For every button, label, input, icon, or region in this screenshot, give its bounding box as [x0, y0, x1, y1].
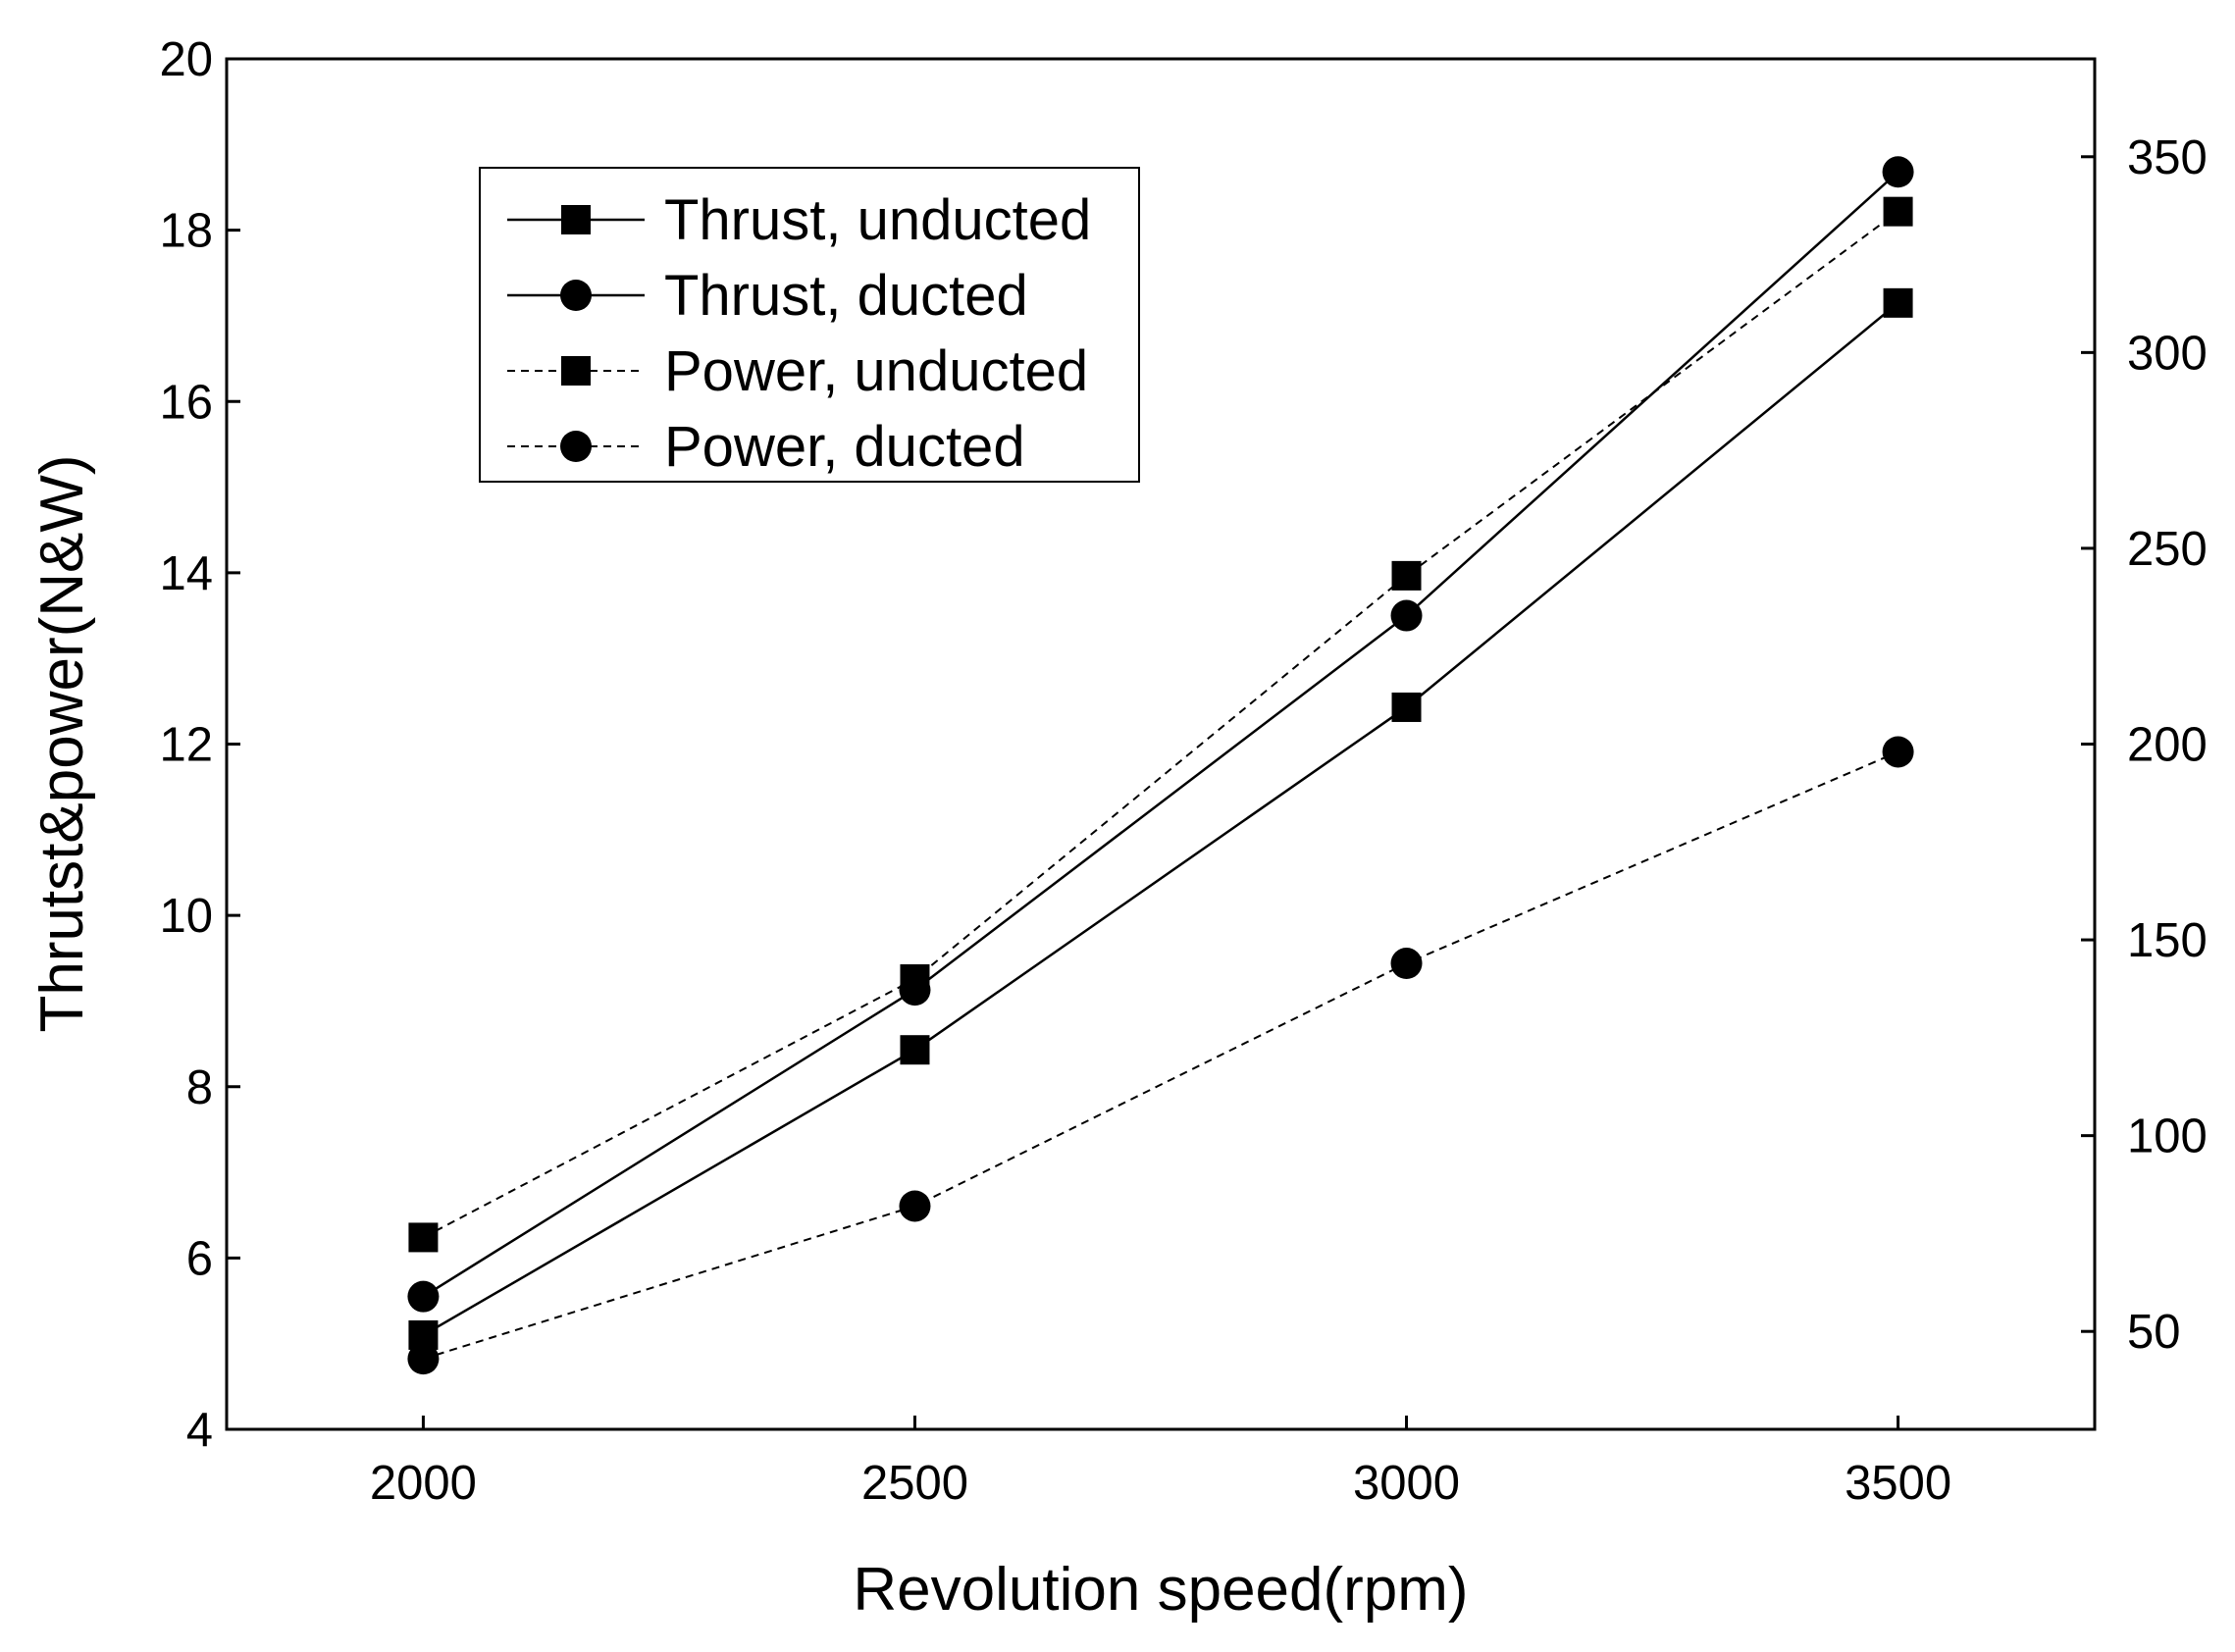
- series-line: [422, 210, 1899, 1239]
- data-point-circle: [1390, 599, 1423, 632]
- legend-marker-square: [561, 356, 591, 386]
- right-axis-tick-label: 300: [2127, 327, 2208, 380]
- left-axis-tick-label: 16: [159, 376, 213, 429]
- legend-marker-circle: [560, 280, 592, 311]
- series-line: [423, 750, 1898, 1361]
- legend-marker-circle: [560, 431, 592, 462]
- legend-label: Thrust, ducted: [664, 264, 1028, 328]
- data-point-circle: [1390, 948, 1423, 980]
- data-point-square: [1883, 287, 1913, 318]
- legend-label: Power, unducted: [664, 339, 1088, 403]
- legend-label: Power, ducted: [664, 415, 1025, 479]
- legend-label: Thrust, unducted: [664, 188, 1091, 252]
- left-axis-tick-labels: 4 6 8 10 12 14 16 18 20: [159, 33, 213, 1457]
- tick-marks: [227, 57, 2095, 1431]
- right-axis-tick-label: 50: [2127, 1306, 2181, 1359]
- data-point-circle: [899, 1190, 931, 1222]
- x-axis-tick-label: 3000: [1353, 1457, 1460, 1510]
- data-point-square: [408, 1222, 439, 1253]
- data-point-square: [1391, 560, 1422, 591]
- left-axis-tick-label: 12: [159, 719, 213, 772]
- left-axis-tick-label: 14: [159, 547, 213, 600]
- legend-item: Power, ducted: [507, 415, 1025, 479]
- legend-marker-square: [561, 205, 591, 234]
- x-axis-tick-labels: 2000 2500 3000 3500: [370, 1457, 1951, 1510]
- right-axis-tick-label: 100: [2127, 1110, 2208, 1163]
- legend-item: Power, unducted: [507, 339, 1088, 403]
- x-axis-tick-label: 3500: [1845, 1457, 1951, 1510]
- series-line: [422, 171, 1899, 1298]
- data-point-square: [900, 1035, 930, 1065]
- x-axis-tick-label: 2000: [370, 1457, 477, 1510]
- right-axis-tick-labels: 50 100 150 200 250 300 350: [2127, 131, 2208, 1359]
- legend: Thrust, unducted Thrust, ducted Power, und…: [479, 167, 1140, 483]
- data-point-square: [1391, 692, 1422, 722]
- series-power-unducted: [408, 196, 1913, 1253]
- y-axis-title: Thrutst&power(N&W): [28, 454, 96, 1032]
- right-axis-tick-label: 150: [2127, 914, 2208, 967]
- x-axis-title: Revolution speed(rpm): [853, 1556, 1468, 1624]
- data-point-circle: [1882, 156, 1914, 188]
- left-axis-tick-label: 4: [186, 1404, 213, 1457]
- legend-item: Thrust, unducted: [507, 188, 1091, 252]
- right-axis-tick-label: 200: [2127, 719, 2208, 772]
- right-axis-tick-label: 250: [2127, 523, 2208, 576]
- left-axis-tick-label: 20: [159, 33, 213, 86]
- series-power-ducted: [407, 736, 1914, 1375]
- data-point-square: [1883, 196, 1913, 227]
- series-layer: [407, 156, 1914, 1375]
- data-point-circle: [407, 1280, 440, 1313]
- left-axis-tick-label: 6: [186, 1232, 213, 1285]
- left-axis-tick-label: 8: [186, 1061, 213, 1114]
- left-axis-tick-label: 18: [159, 205, 213, 258]
- data-point-circle: [407, 1343, 440, 1375]
- legend-item: Thrust, ducted: [507, 264, 1028, 328]
- series-thrust-unducted: [408, 287, 1913, 1350]
- x-axis-tick-label: 2500: [861, 1457, 968, 1510]
- series-line: [422, 301, 1899, 1337]
- data-point-square: [900, 963, 930, 994]
- left-axis-tick-label: 10: [159, 890, 213, 943]
- right-axis-tick-label: 350: [2127, 131, 2208, 184]
- data-point-circle: [1882, 736, 1914, 768]
